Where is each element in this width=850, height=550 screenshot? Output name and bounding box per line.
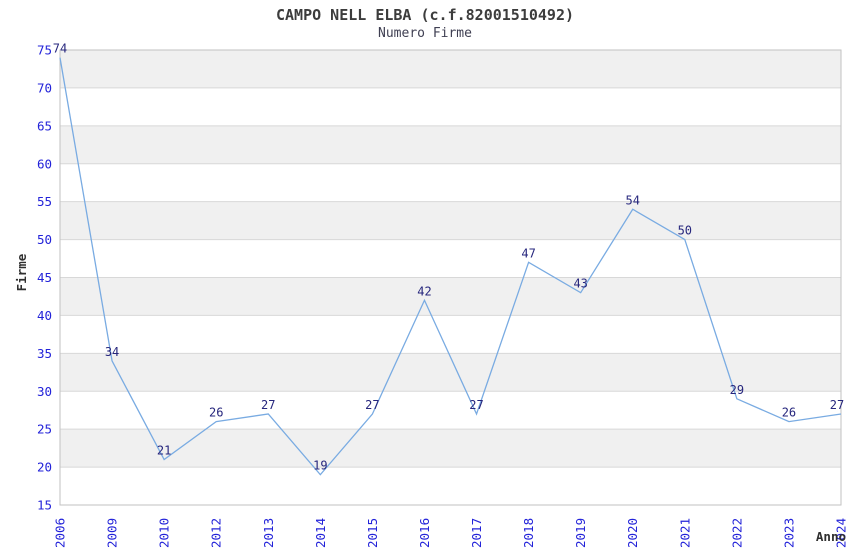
x-tick-label: 2020 [625, 518, 640, 548]
x-axis-tick-labels: 2006 2009 2010 2012 2013 2014 2015 2016 2017 2018… [53, 518, 849, 548]
data-label: 34 [105, 345, 119, 359]
data-label: 47 [521, 246, 535, 260]
y-tick-label: 50 [37, 232, 52, 247]
y-tick-label: 40 [37, 308, 52, 323]
data-label: 27 [830, 398, 844, 412]
y-tick-label: 75 [37, 43, 52, 58]
x-tick-label: 2023 [781, 518, 796, 548]
y-tick-label: 20 [37, 460, 52, 475]
y-tick-label: 45 [37, 270, 52, 285]
plot-border [59, 49, 842, 506]
x-axis-title: Anno [816, 529, 846, 544]
y-tick-label: 65 [37, 118, 52, 133]
x-tick-label: 2018 [521, 518, 536, 548]
y-tick-label: 55 [37, 194, 52, 209]
y-tick-label: 25 [37, 422, 52, 437]
x-tick-label: 2016 [417, 518, 432, 548]
y-tick-label: 15 [37, 498, 52, 513]
plot-bands [60, 50, 841, 468]
y-tick-label: 30 [37, 384, 52, 399]
y-axis-tick-labels: 15 20 25 30 35 40 45 50 55 60 65 70 75 [37, 43, 52, 513]
data-label: 43 [573, 277, 587, 291]
x-tick-label: 2024 [834, 518, 849, 548]
data-label: 74 [53, 42, 67, 56]
x-tick-label: 2006 [53, 518, 68, 548]
x-tick-label: 2021 [677, 518, 692, 548]
data-label: 27 [261, 398, 275, 412]
data-label: 27 [469, 398, 483, 412]
data-label: 26 [782, 406, 796, 420]
x-tick-label: 2019 [573, 518, 588, 548]
chart-subtitle: Numero Firme [378, 26, 472, 41]
y-axis-title: Firme [14, 253, 29, 291]
x-tick-label: 2012 [209, 518, 224, 548]
x-tick-label: 2010 [157, 518, 172, 548]
data-label: 50 [678, 224, 692, 238]
data-label: 29 [730, 383, 744, 397]
data-label: 21 [157, 444, 171, 458]
x-tick-label: 2015 [365, 518, 380, 548]
gridlines [60, 49, 841, 506]
x-tick-label: 2017 [469, 518, 484, 548]
data-label: 54 [626, 193, 640, 207]
y-tick-label: 70 [37, 80, 52, 95]
data-label: 19 [313, 459, 327, 473]
y-tick-label: 35 [37, 346, 52, 361]
data-label: 27 [365, 398, 379, 412]
y-tick-label: 60 [37, 156, 52, 171]
x-tick-label: 2014 [313, 518, 328, 548]
x-tick-label: 2009 [105, 518, 120, 548]
data-point-labels: 74 34 21 26 27 19 27 42 27 47 43 54 50 29 26 27 [53, 42, 844, 473]
series-line [59, 57, 842, 476]
x-tick-label: 2022 [729, 518, 744, 548]
data-label: 42 [417, 284, 431, 298]
data-label: 26 [209, 406, 223, 420]
x-tick-label: 2013 [261, 518, 276, 548]
chart-title: CAMPO NELL ELBA (c.f.82001510492) [275, 6, 574, 24]
